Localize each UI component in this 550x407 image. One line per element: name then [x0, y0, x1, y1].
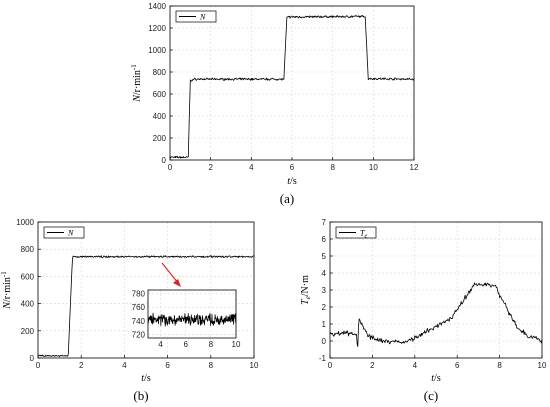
y-tick-label: 200	[21, 327, 35, 336]
y-tick-label: 800	[153, 68, 167, 77]
x-tick-label: 8	[209, 361, 214, 370]
x-tick-label: 0	[36, 361, 41, 370]
panel-a-label: (a)	[280, 191, 294, 206]
legend-label: Te	[360, 229, 367, 240]
y-tick-label: 1	[322, 320, 327, 329]
inset-x-tick-label: 6	[183, 340, 188, 349]
legend-label: N	[199, 13, 206, 22]
y-tick-label: 1000	[148, 46, 166, 55]
y-tick-label: 0	[162, 156, 167, 165]
panel-b-inset: 4 6 8 10 720 740 760 780	[132, 262, 241, 349]
panel-b-axes	[37, 221, 255, 359]
y-tick-label: 1400	[148, 2, 166, 11]
x-tick-label: 0	[328, 361, 333, 370]
inset-x-tick-label: 10	[232, 340, 241, 349]
inset-y-tick-label: 720	[132, 331, 146, 340]
x-tick-label: 8	[497, 361, 502, 370]
inset-background	[148, 290, 236, 338]
y-tick-label: 2	[322, 303, 327, 312]
panel-a-xlabel: t/s	[287, 176, 297, 187]
y-tick-label: 1000	[16, 218, 34, 227]
panel-b-xlabel: t/s	[141, 373, 151, 384]
panel-c-label: (c)	[424, 388, 438, 403]
inset-y-tick-label: 740	[132, 317, 146, 326]
y-tick-label: 4	[322, 269, 327, 278]
x-tick-label: 10	[250, 361, 259, 370]
y-tick-label: 400	[153, 112, 167, 121]
y-tick-label: 7	[322, 218, 327, 227]
x-tick-label: 2	[79, 361, 84, 370]
x-tick-label: 0	[168, 163, 173, 172]
series-line-N	[169, 14, 415, 159]
panel-b-ylabel: N/r·min-1	[0, 271, 13, 310]
y-tick-label: 200	[153, 134, 167, 143]
y-tick-label: 5	[322, 252, 327, 261]
panel-c-legend: Te	[335, 226, 377, 240]
y-tick-label: 0	[30, 354, 35, 363]
panel-a-series	[169, 14, 415, 159]
panel-b: 0 2 4 6 8 10 0 200 400 600 800 1000 N 4 6 8 10 720 740 76…	[0, 218, 259, 403]
inset-arrow-shaft	[161, 262, 179, 284]
x-tick-label: 4	[413, 361, 418, 370]
panel-c-series	[329, 282, 543, 347]
y-tick-label: 0	[322, 337, 327, 346]
y-tick-label: 6	[322, 235, 327, 244]
x-tick-label: 4	[122, 361, 127, 370]
inset-x-tick-label: 8	[209, 340, 214, 349]
y-tick-label: 3	[322, 286, 327, 295]
panel-c-grid	[329, 221, 543, 359]
x-tick-label: 6	[165, 361, 170, 370]
x-tick-label: 2	[208, 163, 213, 172]
inset-x-tick-label: 4	[158, 340, 163, 349]
y-tick-label: 800	[21, 245, 35, 254]
series-line-N	[37, 255, 255, 357]
panel-a-ticks: 0 2 4 6 8 10 12 0 200 400 600 800 1000 1200 1400	[148, 2, 419, 172]
panel-a-grid	[169, 5, 415, 161]
inset-frame	[147, 289, 237, 339]
inset-y-tick-label: 760	[132, 303, 146, 312]
x-tick-label: 12	[410, 163, 419, 172]
inset-y-tick-label: 780	[132, 289, 146, 298]
inset-arrow-head	[173, 279, 181, 287]
panel-c-xlabel: t/s	[431, 373, 441, 384]
x-tick-label: 8	[330, 163, 335, 172]
panel-b-legend: N	[43, 226, 85, 239]
panel-a-legend: N	[175, 10, 217, 23]
y-tick-label: 600	[21, 272, 35, 281]
x-tick-label: 10	[538, 361, 547, 370]
y-tick-label: 400	[21, 300, 35, 309]
x-tick-label: 10	[369, 163, 378, 172]
panel-b-label: (b)	[133, 388, 148, 403]
series-line-T_e	[329, 282, 543, 347]
x-tick-label: 4	[249, 163, 254, 172]
legend-label: N	[67, 229, 74, 238]
panel-b-ticks: 0 2 4 6 8 10 0 200 400 600 800 1000	[16, 218, 259, 370]
panel-a: 0 2 4 6 8 10 12 0 200 400 600 800 1000 1200 1400 N t/s…	[130, 2, 419, 206]
panel-a-ylabel: N/r·min-1	[130, 64, 143, 103]
panel-b-series	[37, 255, 255, 357]
x-tick-label: 6	[455, 361, 460, 370]
y-tick-label: -1	[319, 354, 327, 363]
panel-c-ylabel: Te/N·m	[300, 275, 312, 305]
inset-series-line	[147, 312, 237, 327]
plot-frame	[37, 221, 255, 359]
y-tick-label: 1200	[148, 24, 166, 33]
x-tick-label: 2	[370, 361, 375, 370]
x-tick-label: 6	[290, 163, 295, 172]
y-tick-label: 600	[153, 90, 167, 99]
